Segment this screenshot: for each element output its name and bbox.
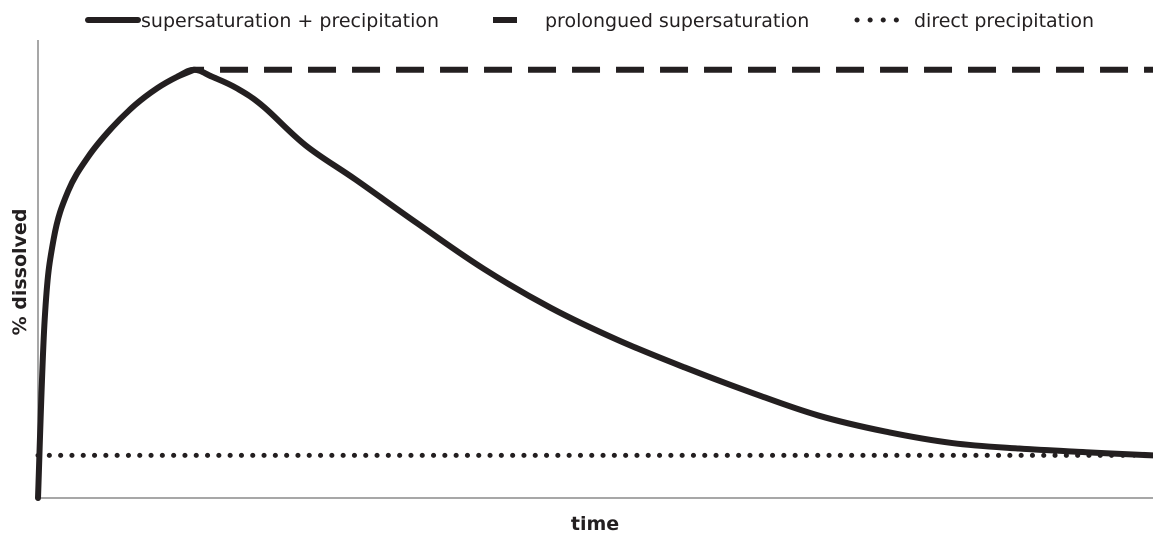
plot-area bbox=[35, 66, 1153, 501]
series-line-dashed bbox=[176, 66, 1153, 80]
y-axis-label: % dissolved bbox=[9, 209, 31, 336]
legend-entry-supersaturation-precipitation: supersaturation + precipitation bbox=[141, 10, 439, 32]
legend-entry-direct-precipitation: direct precipitation bbox=[914, 10, 1094, 32]
x-axis-label: time bbox=[571, 513, 619, 533]
legend: supersaturation + precipitation prolongu… bbox=[85, 10, 1094, 32]
legend-entry-prolongued-supersaturation: prolongued supersaturation bbox=[545, 10, 809, 32]
series-line-solid bbox=[35, 66, 1153, 501]
